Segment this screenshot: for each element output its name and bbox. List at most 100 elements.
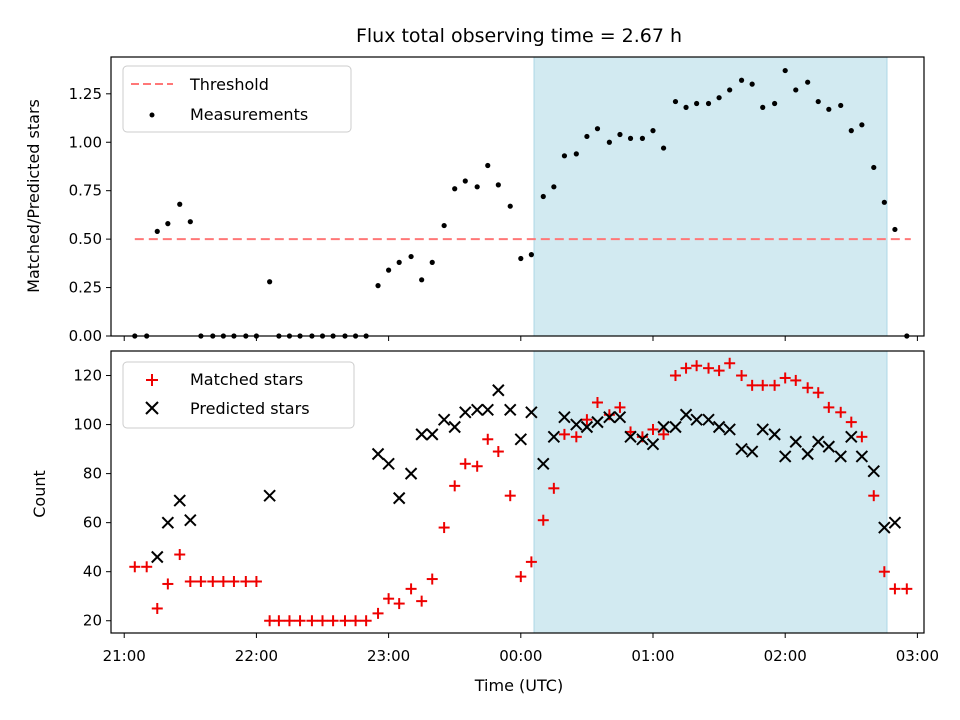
matched-point <box>151 602 163 614</box>
matched-point <box>482 433 494 445</box>
predicted-point <box>537 457 550 471</box>
predicted-point <box>415 428 428 441</box>
matched-point <box>174 549 186 561</box>
measurement-point <box>683 104 689 110</box>
matched-point <box>823 401 835 413</box>
matched-point <box>372 607 384 619</box>
matched-point <box>878 566 890 578</box>
measurement-point <box>805 79 811 85</box>
matched-point <box>889 583 901 595</box>
measurement-point <box>716 95 722 101</box>
measurement-point <box>154 228 160 234</box>
predicted-point <box>437 413 451 426</box>
measurement-point <box>738 77 745 83</box>
legend-matched-swatch <box>146 374 158 386</box>
x-tick-label: 01:00 <box>631 647 674 665</box>
measurement-point <box>375 283 381 289</box>
matched-point <box>504 490 516 502</box>
matched-point <box>306 615 318 627</box>
matched-point <box>548 482 560 494</box>
ylabel-bottom: Count <box>30 470 49 518</box>
matched-point <box>779 372 791 384</box>
measurement-point <box>793 87 799 93</box>
measurement-point <box>551 184 557 190</box>
predicted-point <box>558 411 571 424</box>
measurement-point <box>507 203 513 209</box>
matched-point <box>162 578 174 590</box>
matched-point <box>405 583 417 595</box>
matched-point <box>273 615 285 627</box>
predicted-point <box>690 413 703 426</box>
measurement-point <box>760 104 766 110</box>
predicted-point <box>735 442 748 456</box>
measurement-point <box>815 98 821 105</box>
legend-predicted-swatch <box>145 401 159 415</box>
measurement-point <box>772 100 778 107</box>
legend-matched-label: Matched stars <box>190 370 303 389</box>
predicted-point <box>448 420 461 434</box>
matched-point <box>360 615 372 627</box>
matched-point <box>691 360 703 372</box>
measurement-point <box>561 153 568 159</box>
matched-point <box>835 406 847 418</box>
predicted-point <box>580 420 594 434</box>
series-predicted-stars <box>151 384 902 564</box>
predicted-point <box>888 516 902 529</box>
measurement-point <box>177 201 183 207</box>
predicted-point <box>603 411 616 424</box>
matched-point <box>459 458 471 470</box>
measurement-point <box>495 182 501 188</box>
measurement-point <box>573 151 579 157</box>
matched-point <box>195 576 207 588</box>
matched-point <box>680 362 692 374</box>
measurement-point <box>462 178 468 184</box>
measurement-point <box>848 128 854 134</box>
predicted-point <box>789 435 802 448</box>
measurement-point <box>627 135 634 141</box>
matched-point <box>581 414 593 426</box>
legend-measurements-swatch <box>149 112 155 118</box>
measurement-point <box>386 267 392 273</box>
matched-point <box>416 595 428 607</box>
matched-point <box>713 365 725 377</box>
legend-top: Threshold Measurements <box>122 65 352 133</box>
predicted-point <box>492 384 505 397</box>
matched-point <box>228 576 240 588</box>
measurement-point <box>452 186 458 192</box>
matched-point <box>669 370 681 382</box>
y-tick-label: 1.00 <box>69 133 102 151</box>
x-tick-label: 23:00 <box>367 647 410 665</box>
predicted-point <box>745 445 759 458</box>
panel-counts: 20 40 60 80 100 120 21:00 22:00 23:00 00:00 01:00 0… <box>30 350 939 695</box>
predicted-point <box>481 403 494 417</box>
y-tick-label: 1.25 <box>69 85 102 103</box>
measurement-point <box>606 139 612 145</box>
predicted-point <box>812 435 825 448</box>
matched-point <box>769 379 781 391</box>
matched-point <box>901 583 913 595</box>
matched-point <box>350 615 362 627</box>
predicted-point <box>646 437 660 451</box>
matched-point <box>449 480 461 492</box>
matched-point <box>184 576 196 588</box>
y-tick-label: 0.75 <box>69 182 102 200</box>
predicted-point <box>382 457 395 471</box>
matched-point <box>283 615 295 627</box>
matched-point <box>736 370 748 382</box>
y-tick-label: 0.50 <box>69 230 102 248</box>
y-tick-label: 0.25 <box>69 279 102 297</box>
predicted-point <box>756 423 769 436</box>
matched-point <box>845 416 857 428</box>
axes-frame-bottom <box>110 350 925 634</box>
matched-point <box>393 598 405 610</box>
matched-point <box>250 576 262 588</box>
measurement-point <box>429 259 435 265</box>
matched-point <box>438 522 450 534</box>
y-tick-label: 20 <box>83 612 102 630</box>
y-tick-label: 0.00 <box>69 327 102 345</box>
measurement-point <box>727 87 733 93</box>
measurement-point <box>892 226 898 233</box>
predicted-point <box>525 406 538 419</box>
matched-point <box>746 379 758 391</box>
y-tick-label: 80 <box>83 465 102 483</box>
